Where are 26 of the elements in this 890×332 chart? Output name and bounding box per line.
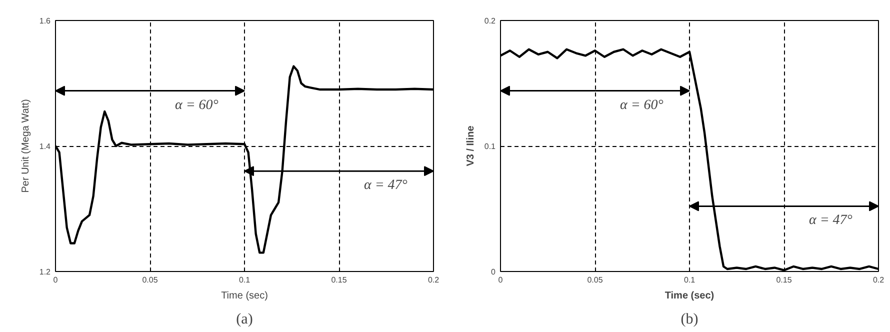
x-tick-label: 0.15 bbox=[331, 276, 348, 284]
x-tick-label: 0.1 bbox=[238, 276, 251, 284]
x-axis-title: Time (sec) bbox=[221, 290, 268, 302]
x-tick-label: 0.1 bbox=[684, 276, 696, 284]
y-axis-title: Per Unit (Mega Watt) bbox=[20, 99, 32, 193]
x-axis-title: Time (sec) bbox=[664, 290, 714, 302]
x-tick-label: 0.05 bbox=[587, 276, 604, 284]
x-tick-label: 0.2 bbox=[428, 276, 440, 284]
annotation: α = 60° bbox=[175, 98, 219, 113]
annotation: α = 60° bbox=[620, 98, 664, 113]
x-tick-label: 0 bbox=[53, 276, 58, 284]
x-tick-label: 0.05 bbox=[142, 276, 158, 284]
x-tick-label: 0 bbox=[498, 276, 504, 284]
y-tick-label: 0.1 bbox=[484, 142, 496, 151]
x-tick-label: 0.2 bbox=[872, 276, 885, 284]
y-axis-title: V3 / Iline bbox=[465, 125, 476, 166]
text: (a) bbox=[236, 312, 253, 328]
y-tick-label: 1.2 bbox=[39, 268, 52, 276]
y-tick-label: 1.4 bbox=[39, 142, 52, 151]
text: (b) bbox=[680, 312, 698, 328]
y-tick-label: 1.6 bbox=[39, 16, 52, 26]
annotation: α = 47° bbox=[809, 213, 853, 228]
annotation: α = 47° bbox=[364, 178, 408, 194]
y-tick-label: 0.2 bbox=[484, 16, 496, 26]
x-tick-label: 0.15 bbox=[776, 276, 792, 284]
y-tick-label: 0 bbox=[491, 268, 496, 276]
